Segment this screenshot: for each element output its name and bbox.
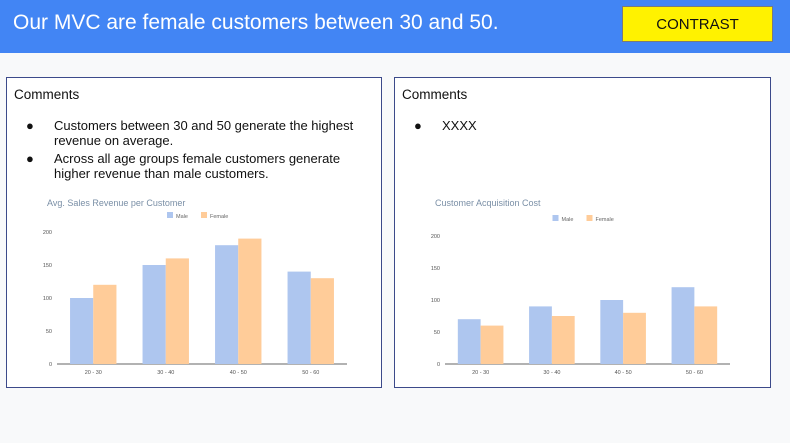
bar-male bbox=[70, 298, 94, 364]
bar-female bbox=[623, 312, 646, 364]
x-tick-label: 50 - 60 bbox=[302, 370, 319, 376]
header-bar: Our MVC are female customers between 30 … bbox=[0, 0, 790, 53]
y-tick-label: 0 bbox=[49, 362, 52, 368]
x-tick-label: 30 - 40 bbox=[157, 370, 174, 376]
bar-female bbox=[93, 284, 117, 364]
x-tick-label: 40 - 50 bbox=[615, 370, 632, 376]
bullet-item: ● XXXX bbox=[414, 118, 750, 133]
right-bullet-list: ● XXXX bbox=[414, 118, 750, 136]
contrast-button[interactable]: CONTRAST bbox=[622, 6, 773, 42]
legend-swatch bbox=[552, 215, 559, 221]
legend-label: Male bbox=[176, 214, 188, 220]
legend-label: Male bbox=[562, 217, 574, 223]
bullet-item: ● Customers between 30 and 50 generate t… bbox=[26, 118, 362, 148]
bar-male bbox=[457, 319, 481, 364]
legend-swatch bbox=[201, 212, 207, 218]
bar-male bbox=[287, 271, 311, 364]
acquisition-chart-container: Customer Acquisition Cost Male Female 0 50 10… bbox=[395, 188, 770, 388]
y-tick-label: 150 bbox=[43, 263, 52, 269]
legend-label: Female bbox=[210, 214, 228, 220]
bullet-line: Customers between 30 and 50 generate the… bbox=[54, 118, 354, 133]
bullet-icon: ● bbox=[26, 151, 34, 166]
left-comments-panel: Comments ● Customers between 30 and 50 g… bbox=[6, 77, 382, 388]
bullet-icon: ● bbox=[26, 118, 34, 133]
legend-swatch bbox=[586, 215, 593, 221]
left-bullet-list: ● Customers between 30 and 50 generate t… bbox=[26, 118, 362, 184]
x-tick-label: 40 - 50 bbox=[230, 370, 247, 376]
bullet-line: Across all age groups female customers g… bbox=[54, 151, 341, 166]
legend-label: Female bbox=[596, 217, 614, 223]
bullet-icon: ● bbox=[414, 118, 422, 133]
bar-male bbox=[215, 245, 239, 364]
bar-female bbox=[694, 306, 718, 364]
bar-female bbox=[238, 238, 262, 364]
x-tick-label: 50 - 60 bbox=[686, 370, 703, 376]
bar-male bbox=[671, 287, 695, 364]
right-comments-panel: Comments ● XXXX Customer Acquisition Cos… bbox=[394, 77, 771, 388]
bar-male bbox=[142, 265, 166, 364]
y-tick-label: 150 bbox=[431, 266, 440, 272]
bullet-line: revenue on average. bbox=[54, 133, 174, 148]
revenue-chart-container: Avg. Sales Revenue per Customer Male Femal… bbox=[7, 188, 381, 388]
bullet-item: ● Across all age groups female customers… bbox=[26, 151, 362, 181]
revenue-chart: Avg. Sales Revenue per Customer Male Femal… bbox=[43, 198, 347, 376]
left-panel-title: Comments bbox=[14, 87, 80, 102]
chart-title: Avg. Sales Revenue per Customer bbox=[47, 198, 185, 208]
legend-swatch bbox=[167, 212, 173, 218]
page-title: Our MVC are female customers between 30 … bbox=[13, 11, 499, 34]
y-tick-label: 100 bbox=[43, 296, 52, 302]
right-panel-title: Comments bbox=[402, 87, 468, 102]
bar-female bbox=[310, 278, 334, 364]
bar-male bbox=[529, 306, 552, 364]
y-tick-label: 100 bbox=[431, 298, 440, 304]
bar-female bbox=[165, 258, 189, 364]
y-tick-label: 50 bbox=[46, 329, 52, 335]
x-tick-label: 20 - 30 bbox=[85, 370, 102, 376]
acquisition-chart: Customer Acquisition Cost Male Female 0 50 10… bbox=[431, 198, 730, 376]
bullet-line: XXXX bbox=[442, 118, 477, 133]
bar-male bbox=[600, 300, 624, 364]
y-tick-label: 200 bbox=[431, 234, 440, 240]
bullet-line: higher revenue than male customers. bbox=[54, 166, 269, 181]
y-tick-label: 0 bbox=[437, 362, 440, 368]
y-tick-label: 50 bbox=[434, 330, 440, 336]
y-tick-label: 200 bbox=[43, 230, 52, 236]
bar-female bbox=[480, 325, 504, 364]
x-tick-label: 30 - 40 bbox=[543, 370, 560, 376]
chart-title: Customer Acquisition Cost bbox=[435, 198, 541, 208]
x-tick-label: 20 - 30 bbox=[472, 370, 489, 376]
bar-female bbox=[551, 316, 575, 364]
